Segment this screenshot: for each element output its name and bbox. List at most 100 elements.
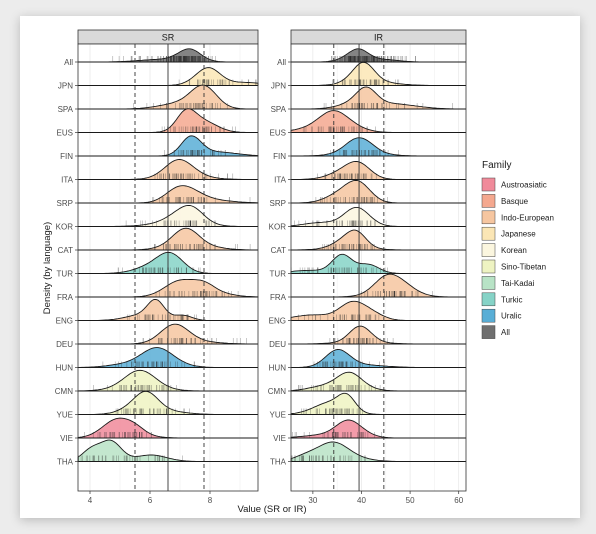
y-tick-label: VIE: [273, 434, 286, 443]
y-tick-label: ITA: [274, 176, 287, 185]
density-ridge-jpn: [78, 67, 259, 86]
legend-label: Sino-Tibetan: [501, 263, 546, 272]
y-tick-label: HUN: [269, 364, 287, 373]
x-tick-label: 40: [357, 496, 366, 505]
y-tick-label: JPN: [58, 82, 73, 91]
rug-ticks: [178, 79, 257, 86]
y-tick-label: THA: [270, 458, 287, 467]
y-tick-label: CAT: [58, 246, 74, 255]
chart-card: SR All JPN SPA EUS FIN ITA SRP KOR CAT TUR FRA ENG DE…: [20, 16, 580, 518]
legend-swatch: [481, 243, 496, 257]
legend-swatch: [481, 226, 496, 241]
rug-ticks: [317, 173, 377, 180]
legend-label: Japanese: [501, 230, 536, 239]
y-tick-label: THA: [57, 458, 74, 467]
y-tick-label: KOR: [269, 223, 287, 232]
density-ridge-spa: [291, 86, 466, 110]
y-tick-label: All: [277, 58, 286, 67]
y-tick-label: SPA: [271, 105, 287, 114]
legend-swatch: [481, 308, 496, 323]
rug-ticks: [311, 150, 399, 156]
rug-ticks: [294, 220, 387, 227]
legend-title: Family: [482, 160, 511, 171]
legend-label: Turkic: [501, 295, 522, 304]
y-tick-label: TUR: [270, 270, 287, 279]
rug-ticks: [112, 56, 216, 62]
y-tick-label: ENG: [56, 317, 73, 326]
y-tick-label: SPA: [58, 105, 74, 114]
density-ridge-vie: [290, 419, 466, 439]
density-ridge-fin: [291, 137, 466, 157]
rug-ticks: [329, 338, 394, 344]
y-tick-label: HUN: [56, 364, 74, 373]
y-tick-label: FIN: [273, 152, 286, 161]
y-tick-label: FRA: [57, 293, 74, 302]
density-ridge-eng: [290, 300, 466, 321]
rug-ticks: [161, 126, 236, 133]
density-ridge-deu: [291, 325, 466, 345]
legend-swatch: [481, 276, 496, 290]
rug-ticks: [154, 244, 251, 250]
rug-ticks: [303, 126, 376, 133]
rug-ticks: [315, 197, 388, 203]
rug-ticks: [84, 432, 152, 438]
rug-ticks: [78, 455, 183, 462]
y-tick-label: JPN: [271, 82, 286, 91]
legend-label: Austroasiatic: [501, 181, 547, 190]
panel-border: [77, 43, 259, 492]
density-ridge-cmn: [290, 371, 466, 392]
panel-border: [290, 43, 467, 492]
rug-ticks: [117, 267, 201, 274]
y-tick-label: CAT: [271, 246, 287, 255]
density-ridge-tur: [290, 253, 466, 274]
legend-label: Basque: [501, 197, 529, 206]
x-tick-label: 30: [308, 496, 317, 505]
rug-ticks: [322, 244, 375, 250]
legend-label: All: [501, 328, 510, 337]
rug-ticks: [298, 385, 381, 391]
y-tick-label: CMN: [55, 387, 73, 396]
y-tick-label: ITA: [61, 176, 74, 185]
y-tick-label: CMN: [268, 387, 286, 396]
density-ridge-yue: [290, 392, 466, 415]
x-tick-label: 60: [454, 496, 463, 505]
rug-ticks: [154, 173, 233, 180]
rug-ticks: [291, 267, 388, 274]
density-ridge-cat: [290, 229, 466, 251]
y-tick-label: SRP: [270, 199, 286, 208]
rug-ticks: [313, 361, 385, 368]
density-ridge-fra: [291, 273, 466, 298]
x-tick-label: 50: [406, 496, 415, 505]
legend-swatch: [481, 292, 496, 307]
y-tick-label: EUS: [57, 129, 73, 138]
rug-ticks: [291, 455, 366, 462]
y-tick-label: FIN: [60, 152, 73, 161]
y-tick-label: DEU: [56, 340, 73, 349]
legend-swatch: [481, 177, 496, 192]
rug-ticks: [155, 291, 239, 297]
rug-ticks: [301, 408, 363, 415]
panel-title: SR: [162, 33, 175, 43]
legend-label: Indo-European: [501, 213, 554, 222]
legend-label: Uralic: [501, 312, 521, 321]
y-tick-label: YUE: [57, 411, 73, 420]
legend-swatch: [481, 259, 496, 274]
x-tick-label: 4: [88, 496, 93, 505]
y-tick-label: All: [64, 58, 73, 67]
x-tick-label: 6: [148, 496, 153, 505]
y-tick-label: SRP: [57, 199, 73, 208]
legend-label: Tai-Kadai: [501, 279, 535, 288]
density-ridge-eus: [290, 110, 466, 133]
y-tick-label: VIE: [60, 434, 73, 443]
legend-label: Korean: [501, 246, 527, 255]
density-ridge-yue: [78, 390, 258, 415]
y-axis-title: Density (by language): [42, 222, 53, 314]
legend-swatch: [481, 194, 496, 208]
legend-swatch: [481, 325, 496, 339]
y-tick-label: TUR: [57, 270, 74, 279]
y-tick-label: DEU: [269, 340, 286, 349]
density-ridge-jpn: [291, 61, 466, 86]
panel-title: IR: [374, 33, 384, 43]
y-tick-label: KOR: [56, 223, 74, 232]
rug-ticks: [102, 361, 195, 368]
